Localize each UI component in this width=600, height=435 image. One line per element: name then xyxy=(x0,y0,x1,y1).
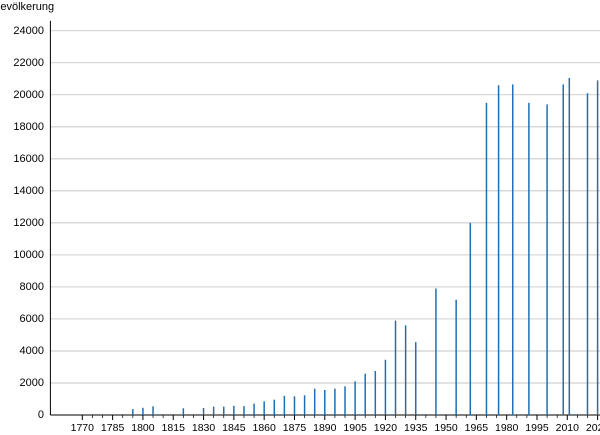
svg-text:18000: 18000 xyxy=(13,121,44,133)
svg-text:1830: 1830 xyxy=(192,422,216,434)
svg-text:12000: 12000 xyxy=(13,217,44,229)
svg-text:1815: 1815 xyxy=(162,422,186,434)
svg-text:1995: 1995 xyxy=(525,422,549,434)
svg-text:1950: 1950 xyxy=(434,422,458,434)
svg-text:24000: 24000 xyxy=(13,25,44,37)
svg-text:16000: 16000 xyxy=(13,153,44,165)
svg-text:10000: 10000 xyxy=(13,249,44,261)
svg-text:1800: 1800 xyxy=(131,422,155,434)
svg-text:2025: 2025 xyxy=(586,422,600,434)
svg-text:8000: 8000 xyxy=(20,281,44,293)
svg-text:1770: 1770 xyxy=(71,422,95,434)
svg-text:1860: 1860 xyxy=(252,422,276,434)
svg-text:1785: 1785 xyxy=(101,422,125,434)
svg-text:1875: 1875 xyxy=(283,422,307,434)
svg-text:20000: 20000 xyxy=(13,89,44,101)
svg-text:1965: 1965 xyxy=(465,422,489,434)
svg-text:1935: 1935 xyxy=(404,422,428,434)
svg-text:22000: 22000 xyxy=(13,57,44,69)
svg-text:6000: 6000 xyxy=(20,313,44,325)
svg-text:1980: 1980 xyxy=(495,422,519,434)
svg-text:1920: 1920 xyxy=(374,422,398,434)
svg-text:1845: 1845 xyxy=(222,422,246,434)
svg-text:0: 0 xyxy=(38,409,44,421)
svg-text:2000: 2000 xyxy=(20,377,44,389)
svg-text:14000: 14000 xyxy=(13,185,44,197)
svg-text:Bevölkerung: Bevölkerung xyxy=(0,1,54,13)
svg-text:4000: 4000 xyxy=(20,345,44,357)
svg-text:1890: 1890 xyxy=(313,422,337,434)
svg-text:2010: 2010 xyxy=(556,422,580,434)
svg-text:1905: 1905 xyxy=(343,422,367,434)
